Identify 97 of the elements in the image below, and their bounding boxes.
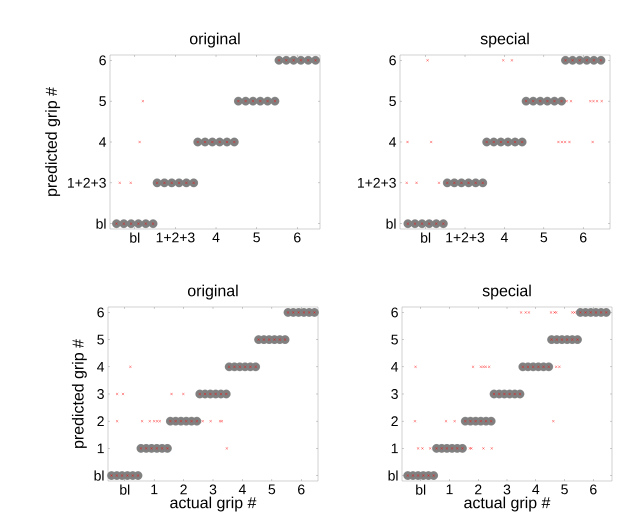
y-axis-title: predicted grip #: [72, 339, 87, 448]
point: [596, 56, 606, 65]
point: [518, 138, 527, 146]
point: [148, 420, 152, 423]
point: [600, 100, 604, 102]
x-tick-label: 1: [446, 484, 453, 494]
y-tick-label: 2: [97, 416, 104, 426]
y-axis-title: predicted grip #: [45, 87, 60, 196]
x-tick-label: 4: [532, 484, 540, 494]
y-tick-label: 5: [391, 334, 398, 344]
point: [201, 420, 204, 423]
point: [588, 100, 592, 102]
y-tick-label: 3: [97, 389, 104, 399]
point: [438, 182, 440, 184]
chart-title: special: [482, 284, 531, 300]
point: [230, 138, 239, 146]
x-tick-label: 6: [298, 484, 305, 494]
point: [189, 178, 198, 188]
x-tick-label: 1+2+3: [156, 232, 195, 242]
x-axis-title: actual grip #: [170, 496, 256, 512]
x-tick-label: bl: [120, 484, 130, 495]
point: [270, 96, 280, 106]
x-tick-label: bl: [130, 232, 140, 243]
x-tick-label: 6: [580, 232, 586, 242]
chart-title: original: [188, 284, 238, 300]
point: [116, 420, 118, 423]
point: [182, 392, 185, 396]
point: [226, 447, 228, 450]
point: [156, 420, 158, 423]
point: [502, 58, 505, 62]
x-tick-label: 2: [475, 484, 482, 494]
point: [596, 100, 598, 102]
x-tick-label: 1: [151, 484, 158, 494]
y-tick-label: 1: [392, 444, 398, 454]
y-tick-label: bl: [94, 470, 104, 481]
x-tick-label: 4: [500, 232, 508, 242]
y-tick-label: 4: [99, 137, 106, 147]
x-tick-label: bl: [416, 484, 426, 495]
y-tick-label: bl: [96, 218, 106, 229]
y-tick-label: 1: [98, 444, 104, 454]
x-axis-title: actual grip #: [464, 496, 550, 512]
x-tick-label: 3: [210, 484, 216, 494]
y-tick-label: 2: [391, 416, 398, 426]
y-tick-label: 4: [97, 362, 104, 372]
y-tick-label: 6: [97, 307, 104, 318]
x-tick-label: 5: [253, 232, 260, 242]
y-tick-label: 6: [99, 55, 106, 66]
y-tick-label: 6: [391, 307, 398, 318]
point: [592, 100, 595, 102]
y-tick-label: 6: [389, 55, 396, 66]
y-tick-label: 5: [389, 96, 396, 106]
point: [148, 219, 158, 228]
y-tick-label: 1+2+3: [358, 178, 396, 188]
x-tick-label: 5: [540, 232, 548, 242]
point: [140, 420, 144, 423]
x-tick-label: 2: [180, 484, 187, 494]
point: [510, 58, 514, 62]
point: [478, 178, 488, 188]
point: [138, 140, 141, 144]
point: [129, 365, 132, 368]
x-tick-label: 5: [268, 484, 276, 494]
point: [405, 182, 408, 184]
point: [158, 420, 162, 423]
point: [311, 56, 320, 65]
y-tick-label: 5: [99, 96, 106, 106]
point: [591, 140, 594, 144]
y-tick-label: 3: [391, 389, 398, 399]
point: [116, 392, 118, 396]
point: [426, 58, 429, 62]
x-tick-label: bl: [421, 232, 430, 243]
point: [218, 420, 222, 423]
x-tick-label: 4: [238, 484, 246, 494]
point: [220, 420, 224, 423]
y-tick-label: bl: [386, 218, 396, 229]
y-tick-label: bl: [388, 470, 398, 481]
chart-title: special: [480, 32, 529, 48]
x-tick-label: 6: [294, 232, 301, 242]
y-tick-label: 5: [97, 334, 104, 344]
x-tick-label: 5: [561, 484, 568, 494]
point: [557, 140, 560, 144]
x-tick-label: 6: [590, 484, 597, 494]
point: [118, 182, 122, 184]
x-tick-label: 3: [504, 484, 510, 494]
x-tick-label: 4: [212, 232, 220, 242]
y-tick-label: 1+2+3: [68, 178, 106, 188]
point: [129, 182, 132, 184]
point: [430, 140, 432, 144]
point: [438, 219, 448, 228]
point: [209, 420, 212, 423]
point: [142, 100, 144, 102]
chart-title: original: [190, 32, 240, 48]
point: [557, 96, 566, 106]
x-tick-label: 1+2+3: [446, 232, 484, 242]
y-tick-label: 4: [391, 362, 398, 372]
point: [415, 182, 418, 184]
y-tick-label: 4: [389, 137, 396, 147]
point: [560, 140, 564, 144]
